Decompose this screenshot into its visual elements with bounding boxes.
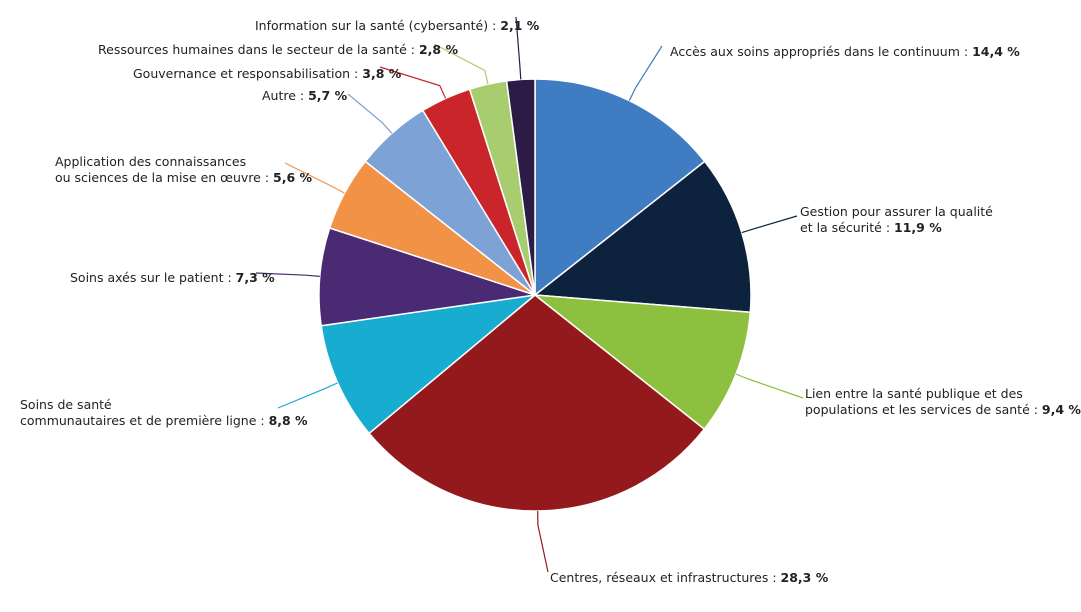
- slice-value-2: 9,4 %: [1042, 402, 1081, 417]
- leader-line-0: [628, 45, 663, 101]
- leader-line-10: [515, 16, 522, 80]
- slice-value-10: 2,1 %: [500, 18, 539, 33]
- slice-value-7: 5,7 %: [308, 88, 347, 103]
- slice-label-8-line-0: Gouvernance et responsabilisation : 3,8 …: [133, 66, 402, 81]
- slice-label-3-line-0: Centres, réseaux et infrastructures : 28…: [550, 570, 829, 585]
- leader-line-2: [735, 373, 804, 399]
- slice-label-6-line-1: ou sciences de la mise en œuvre : 5,6 %: [55, 170, 312, 185]
- slice-label-1-line-0: Gestion pour assurer la qualité: [800, 204, 993, 219]
- pie-slice-5: [318, 227, 536, 327]
- pie-slice-2: [532, 294, 752, 431]
- slice-value-3: 28,3 %: [781, 570, 829, 585]
- slice-label-10-line-0: Information sur la santé (cybersanté) : …: [255, 18, 540, 33]
- leader-line-9: [433, 43, 489, 85]
- leader-line-3: [537, 510, 549, 573]
- slice-label-2-line-0: Lien entre la santé publique et des: [805, 386, 1023, 401]
- leader-line-6: [284, 162, 345, 194]
- leader-line-1: [741, 215, 798, 234]
- leader-lines-layer: [255, 16, 804, 573]
- slice-label-5-line-0: Soins axés sur le patient : 7,3 %: [70, 270, 275, 285]
- leader-line-8: [379, 66, 447, 99]
- slice-label-9-line-0: Ressources humaines dans le secteur de l…: [98, 42, 458, 57]
- slice-label-6-line-0: Application des connaissances: [55, 154, 246, 169]
- slice-value-6: 5,6 %: [273, 170, 312, 185]
- slice-value-8: 3,8 %: [362, 66, 401, 81]
- slice-value-1: 11,9 %: [894, 220, 942, 235]
- slice-label-1-line-1: et la sécurité : 11,9 %: [800, 220, 942, 235]
- labels-layer: Accès aux soins appropriés dans le conti…: [20, 18, 1081, 585]
- slice-value-5: 7,3 %: [236, 270, 275, 285]
- slice-label-4-line-1: communautaires et de première ligne : 8,…: [20, 413, 308, 428]
- slice-label-4-line-0: Soins de santé: [20, 397, 112, 412]
- pie-slice-3: [368, 294, 706, 512]
- slice-label-0-line-0: Accès aux soins appropriés dans le conti…: [670, 44, 1020, 59]
- slice-label-7-line-0: Autre : 5,7 %: [262, 88, 348, 103]
- pie-slice-4: [320, 293, 538, 435]
- leader-line-5: [255, 272, 320, 277]
- slices-layer: [318, 78, 752, 512]
- slice-label-2-line-1: populations et les services de santé : 9…: [805, 402, 1081, 417]
- slice-value-0: 14,4 %: [972, 44, 1020, 59]
- leader-line-7: [347, 93, 393, 134]
- slice-value-9: 2,8 %: [419, 42, 458, 57]
- slice-value-4: 8,8 %: [269, 413, 308, 428]
- leader-line-4: [277, 382, 338, 409]
